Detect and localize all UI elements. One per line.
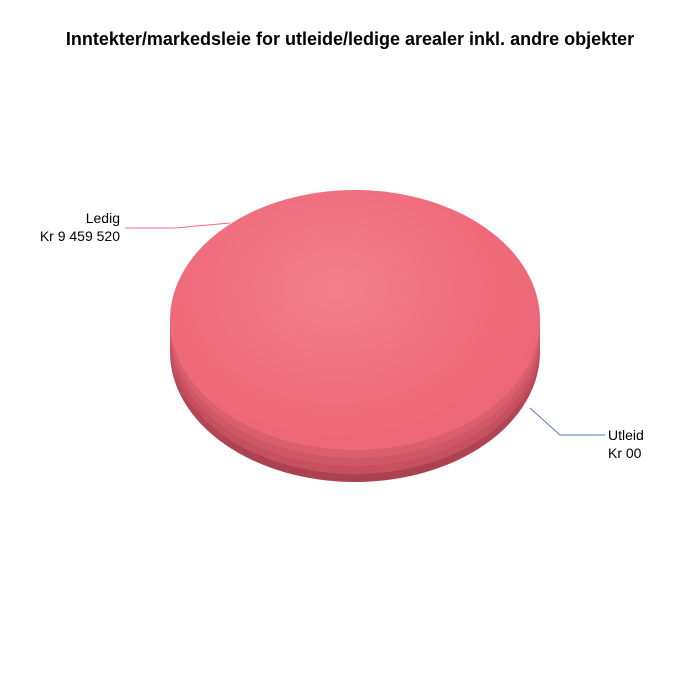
pie-body xyxy=(170,190,540,510)
label-utleid-name: Utleid xyxy=(608,427,644,445)
label-ledig: Ledig Kr 9 459 520 xyxy=(40,210,120,245)
label-ledig-name: Ledig xyxy=(40,210,120,228)
label-utleid-value: Kr 00 xyxy=(608,445,644,463)
leader-line-utleid xyxy=(530,408,605,435)
pie-chart-3d: Inntekter/markedsleie for utleide/ledige… xyxy=(0,0,700,700)
label-ledig-value: Kr 9 459 520 xyxy=(40,228,120,246)
label-utleid: Utleid Kr 00 xyxy=(608,427,644,462)
chart-title: Inntekter/markedsleie for utleide/ledige… xyxy=(0,28,700,51)
pie-top-face xyxy=(170,190,540,450)
